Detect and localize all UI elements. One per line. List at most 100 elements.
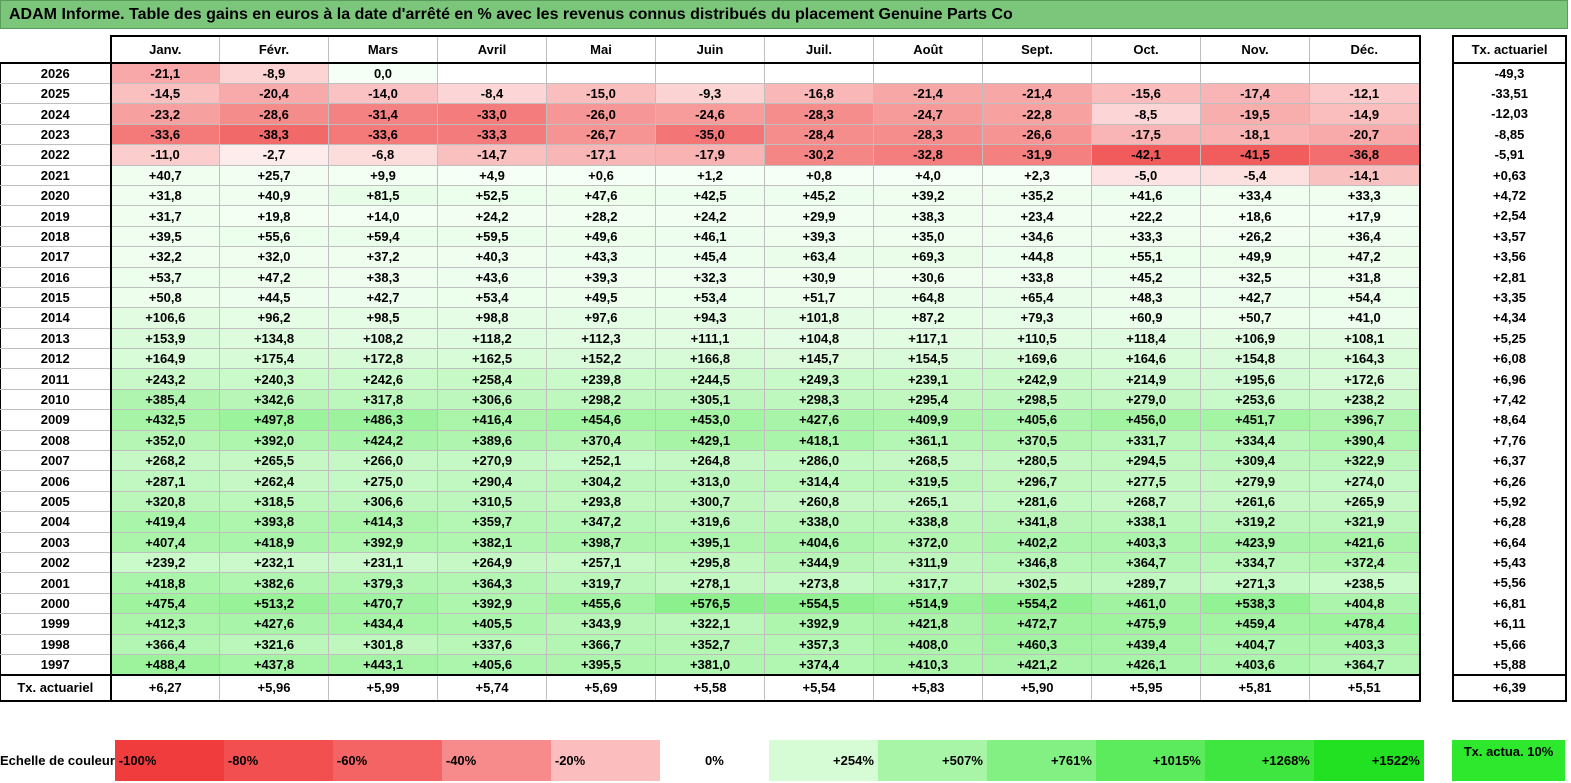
table-row: 2018 +39,5 +55,6 +59,4 +59,5 +49,6 +46,1 +39,3 +… <box>0 225 1421 248</box>
table-row: 2014 +106,6 +96,2 +98,5 +98,8 +97,6 +94,3 +101,… <box>0 307 1421 329</box>
value-cell: +293,8 <box>546 490 656 513</box>
value-cell: +381,0 <box>655 653 765 676</box>
year-cell: 2012 <box>0 348 112 370</box>
value-cell: -21,1 <box>110 62 220 84</box>
rate-cell: +2,81 <box>1452 266 1567 288</box>
value-cell: +29,9 <box>764 205 874 227</box>
value-cell: +154,5 <box>873 348 983 370</box>
side-row: +3,56 <box>1452 246 1567 267</box>
side-row: +6,81 <box>1452 593 1567 614</box>
year-cell: 2019 <box>0 205 112 227</box>
value-cell: +33,3 <box>1091 225 1201 248</box>
value-cell: +273,8 <box>764 572 874 594</box>
value-cell: +322,9 <box>1309 450 1421 472</box>
value-cell: +45,2 <box>1091 266 1201 288</box>
table-row: 1998 +366,4 +321,6 +301,8 +337,6 +366,7 +352,7… <box>0 633 1421 655</box>
value-cell: +48,3 <box>1091 286 1201 309</box>
side-row: +3,35 <box>1452 287 1567 308</box>
side-row: +6,26 <box>1452 470 1567 492</box>
value-cell: +334,4 <box>1200 429 1310 452</box>
value-cell: +38,3 <box>328 266 438 288</box>
value-cell: +361,1 <box>873 429 983 452</box>
rate-cell: +6,96 <box>1452 368 1567 390</box>
month-header: Oct. <box>1091 35 1201 64</box>
rate-cell: +7,76 <box>1452 430 1567 451</box>
value-cell: +306,6 <box>328 490 438 513</box>
table-row: 2013 +153,9 +134,8 +108,2 +118,2 +112,3 +111,1… <box>0 327 1421 350</box>
value-cell: +43,6 <box>437 266 547 288</box>
value-cell: +214,9 <box>1091 368 1201 390</box>
summary-value: +5,90 <box>982 673 1092 702</box>
value-cell: +321,9 <box>1309 511 1421 533</box>
value-cell: -17,4 <box>1200 82 1310 105</box>
table-row: 2000 +475,4 +513,2 +470,7 +392,9 +455,6 +576,5… <box>0 592 1421 615</box>
value-cell: +403,3 <box>1309 633 1421 655</box>
year-cell: 2021 <box>0 164 112 186</box>
value-cell: -14,1 <box>1309 164 1421 186</box>
value-cell: +98,8 <box>437 307 547 329</box>
value-cell <box>1091 62 1201 84</box>
value-cell: +39,3 <box>546 266 656 288</box>
table-row: 2016 +53,7 +47,2 +38,3 +43,6 +39,3 +32,3 +30,9 +… <box>0 266 1421 288</box>
value-cell: +475,4 <box>110 592 220 615</box>
year-cell: 2024 <box>0 103 112 125</box>
value-cell: +41,6 <box>1091 184 1201 207</box>
side-row: +5,56 <box>1452 572 1567 594</box>
value-cell: -23,2 <box>110 103 220 125</box>
value-cell: +65,4 <box>982 286 1092 309</box>
table-row: 2008 +352,0 +392,0 +424,2 +389,6 +370,4 +429,1… <box>0 429 1421 452</box>
value-cell: +405,5 <box>437 613 547 635</box>
month-header: Juil. <box>764 35 874 64</box>
value-cell: +112,3 <box>546 327 656 350</box>
side-row: -12,03 <box>1452 103 1567 125</box>
value-cell: +286,0 <box>764 450 874 472</box>
value-cell: +359,7 <box>437 511 547 533</box>
value-cell: +169,6 <box>982 348 1092 370</box>
value-cell: +40,3 <box>437 246 547 268</box>
value-cell: +317,7 <box>873 572 983 594</box>
table-row: 2024 -23,2 -28,6 -31,4 -33,0 -26,0 -24,6 -28,3-… <box>0 103 1421 125</box>
value-cell: +437,8 <box>219 653 329 676</box>
value-cell: +455,6 <box>546 592 656 615</box>
scale-swatch: -40% <box>441 740 551 781</box>
value-cell: +32,3 <box>655 266 765 288</box>
value-cell: +352,7 <box>655 633 765 655</box>
year-cell: 2014 <box>0 307 112 329</box>
value-cell: +252,1 <box>546 450 656 472</box>
value-cell <box>873 62 983 84</box>
value-cell: +1,2 <box>655 164 765 186</box>
rate-cell: +0,63 <box>1452 164 1567 186</box>
value-cell: +295,8 <box>655 551 765 574</box>
value-cell: +31,7 <box>110 205 220 227</box>
summary-value: +5,74 <box>437 673 547 702</box>
year-cell: 2001 <box>0 572 112 594</box>
value-cell: +398,7 <box>546 531 656 553</box>
side-row: -5,91 <box>1452 144 1567 165</box>
rate-cell: +5,66 <box>1452 633 1567 655</box>
value-cell: +414,3 <box>328 511 438 533</box>
scale-swatch: 0% <box>659 740 769 781</box>
value-cell: -24,7 <box>873 103 983 125</box>
value-cell: +344,9 <box>764 551 874 574</box>
value-cell: +478,4 <box>1309 613 1421 635</box>
value-cell: +341,8 <box>982 511 1092 533</box>
value-cell: +175,4 <box>219 348 329 370</box>
value-cell: +24,2 <box>437 205 547 227</box>
color-scale-label: Echelle de couleur <box>0 753 115 768</box>
value-cell: +265,9 <box>1309 490 1421 513</box>
value-cell: +36,4 <box>1309 225 1421 248</box>
value-cell: +96,2 <box>219 307 329 329</box>
rate-cell: +3,56 <box>1452 246 1567 267</box>
value-cell: +374,4 <box>764 653 874 676</box>
value-cell: -15,0 <box>546 82 656 105</box>
value-cell: +298,3 <box>764 388 874 411</box>
scale-swatch: +254% <box>768 740 878 781</box>
value-cell: -26,7 <box>546 123 656 146</box>
scale-swatch: -100% <box>114 740 224 781</box>
summary-value: +5,51 <box>1309 673 1421 702</box>
value-cell: +24,2 <box>655 205 765 227</box>
year-cell: 2017 <box>0 246 112 268</box>
value-cell: +44,8 <box>982 246 1092 268</box>
value-cell: +118,2 <box>437 327 547 350</box>
year-cell: 1998 <box>0 633 112 655</box>
